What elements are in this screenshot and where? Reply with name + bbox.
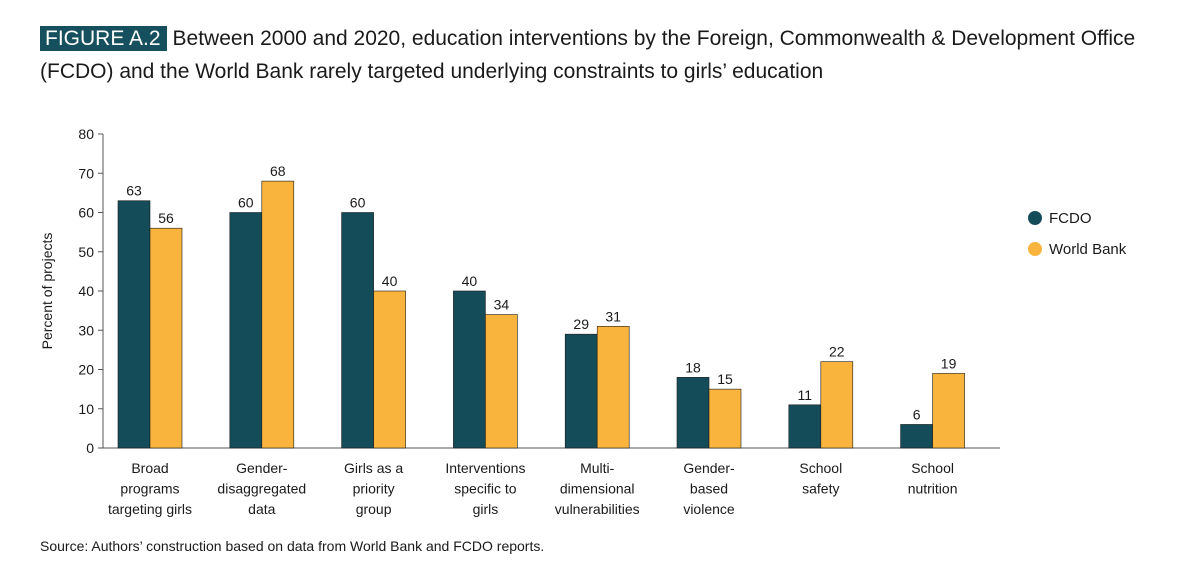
- y-axis-label: Percent of projects: [39, 233, 55, 350]
- chart-title: FIGURE A.2 Between 2000 and 2020, educati…: [40, 22, 1170, 88]
- y-tick-label: 30: [78, 322, 94, 338]
- bar-world-bank: [708, 388, 742, 449]
- bar-world-bank: [596, 326, 630, 449]
- x-tick-label: Interventions: [445, 460, 525, 476]
- x-tick-label: School: [911, 460, 954, 476]
- x-tick-label: Gender-: [683, 460, 735, 476]
- figure-title-text: Between 2000 and 2020, education interve…: [40, 27, 1136, 83]
- data-label: 56: [158, 210, 174, 226]
- x-tick-label: Multi-: [580, 460, 615, 476]
- data-label: 15: [717, 371, 733, 387]
- data-label: 34: [494, 297, 510, 313]
- x-tick-label: based: [690, 481, 728, 497]
- x-tick-label: vulnerabilities: [555, 501, 640, 517]
- bar-world-bank: [261, 180, 295, 449]
- x-tick-label: programs: [120, 481, 179, 497]
- bar-fcdo: [453, 290, 486, 449]
- legend-marker: [1028, 242, 1042, 256]
- figure-tag: FIGURE A.2: [40, 26, 167, 51]
- x-tick-label: data: [248, 501, 275, 517]
- y-tick-label: 70: [78, 165, 94, 181]
- bar-world-bank: [149, 227, 183, 449]
- bar-fcdo: [900, 424, 933, 449]
- data-label: 63: [126, 183, 142, 199]
- y-tick-label: 0: [86, 440, 94, 456]
- bar-world-bank: [932, 373, 965, 449]
- x-tick-label: Girls as a: [344, 460, 403, 476]
- x-tick-label: targeting girls: [108, 501, 192, 517]
- data-label: 40: [462, 273, 478, 289]
- bar-fcdo: [229, 212, 263, 449]
- data-label: 68: [270, 163, 286, 179]
- data-label: 40: [382, 273, 398, 289]
- data-label: 60: [350, 195, 366, 211]
- bar-world-bank: [485, 314, 518, 449]
- bar-world-bank: [373, 290, 406, 449]
- x-tick-label: safety: [802, 481, 839, 497]
- y-tick-label: 40: [78, 283, 94, 299]
- bar-fcdo: [788, 404, 822, 449]
- bar-fcdo: [117, 200, 151, 449]
- data-label: 60: [238, 195, 254, 211]
- y-tick-label: 60: [78, 205, 94, 221]
- legend-label: World Bank: [1049, 241, 1127, 258]
- y-tick-label: 50: [78, 244, 94, 260]
- x-tick-label: specific to: [454, 481, 516, 497]
- data-label: 11: [798, 387, 813, 403]
- x-tick-label: girls: [473, 501, 499, 517]
- data-label: 29: [573, 316, 589, 332]
- y-tick-label: 80: [78, 126, 94, 142]
- x-tick-label: Gender-: [236, 460, 288, 476]
- x-tick-label: group: [356, 501, 392, 517]
- source-note: Source: Authors’ construction based on d…: [40, 538, 545, 554]
- bar-world-bank: [820, 361, 854, 449]
- x-tick-label: violence: [683, 501, 735, 517]
- x-tick-label: disaggregated: [217, 481, 306, 497]
- bar-fcdo: [676, 377, 710, 449]
- bar-fcdo: [564, 333, 598, 449]
- x-tick-label: nutrition: [908, 481, 958, 497]
- x-tick-label: Broad: [131, 460, 168, 476]
- legend-label: FCDO: [1049, 210, 1092, 227]
- legend-marker: [1028, 211, 1042, 225]
- data-label: 22: [829, 344, 845, 360]
- bar-fcdo: [341, 212, 374, 449]
- data-label: 18: [685, 359, 701, 375]
- x-tick-label: priority: [353, 481, 395, 497]
- y-tick-label: 10: [78, 401, 94, 417]
- data-label: 31: [605, 308, 621, 324]
- y-tick-label: 20: [78, 362, 94, 378]
- x-tick-label: School: [799, 460, 842, 476]
- x-tick-label: dimensional: [560, 481, 635, 497]
- data-label: 6: [913, 406, 921, 422]
- data-label: 19: [941, 355, 957, 371]
